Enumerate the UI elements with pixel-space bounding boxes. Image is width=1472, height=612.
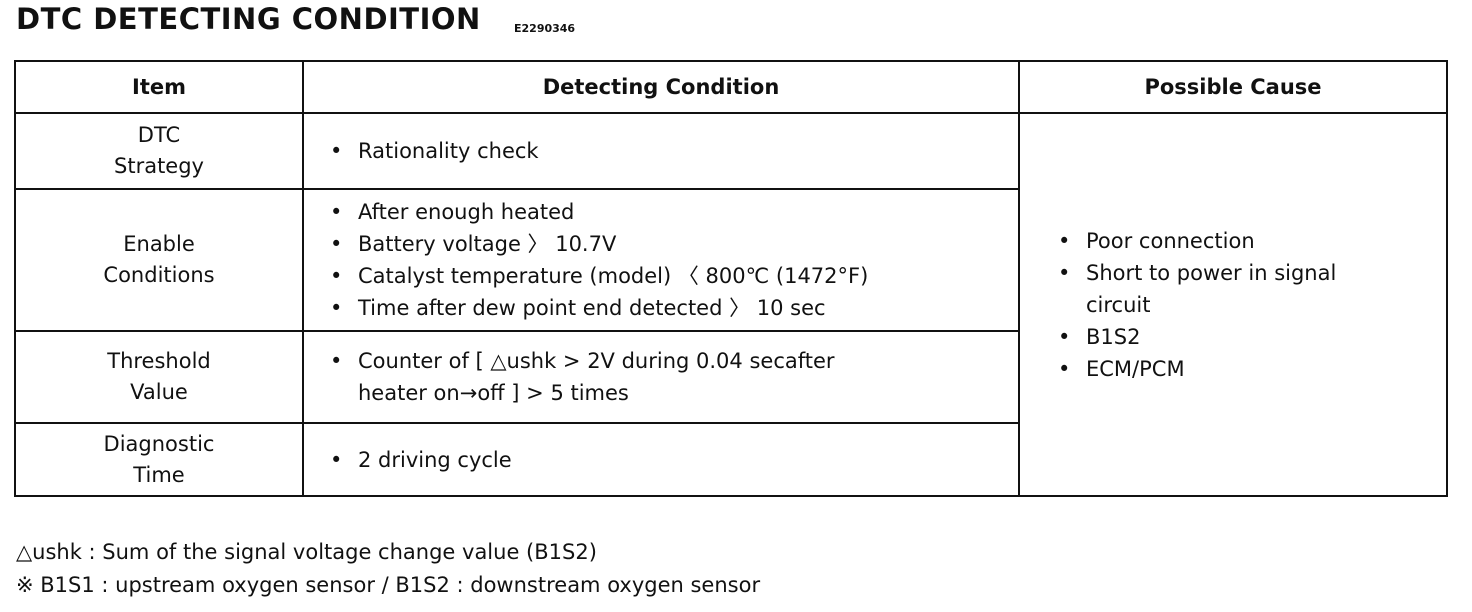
- bullet-item: • Battery voltage 〉 10.7V: [330, 228, 1018, 260]
- text-line: Rationality check: [358, 139, 539, 163]
- note: ※ B1S1 : upstream oxygen sensor / B1S2 :…: [16, 573, 761, 597]
- bullet: •: [1058, 324, 1071, 349]
- bullet: •: [330, 139, 343, 163]
- condition-cell: • 2 driving cycle: [302, 422, 1020, 497]
- item-line: DTC: [137, 123, 181, 147]
- bullet-text: After enough heated: [358, 196, 574, 228]
- bullet-text: Counter of [ △ushk > 2V during 0.04 seca…: [358, 345, 835, 409]
- text-line: Time after dew point end detected 〉 10 s…: [358, 296, 826, 320]
- item-cell: DTC Strategy: [14, 112, 304, 190]
- bullet-text: 2 driving cycle: [358, 444, 512, 476]
- column-header: Detecting Condition: [302, 60, 1020, 114]
- cause-cell: • Poor connection • Short to power in signa…: [1018, 112, 1448, 497]
- notes: △ushk : Sum of the signal voltage change…: [16, 536, 760, 602]
- bullet-item: • Catalyst temperature (model) 〈 800℃ (14…: [330, 260, 1018, 292]
- header-row: Item Detecting Condition Possible Cause: [14, 60, 1448, 114]
- bullet: •: [330, 232, 343, 256]
- bullet: •: [1058, 260, 1071, 285]
- item-line: Enable: [123, 232, 195, 256]
- condition-table: Item Detecting Condition Possible Cause DT…: [14, 60, 1448, 497]
- bullet-text: Poor connection: [1086, 225, 1255, 257]
- bullet-text: Time after dew point end detected 〉 10 s…: [358, 292, 826, 324]
- text-line: circuit: [1086, 292, 1151, 317]
- text-line: 2 driving cycle: [358, 447, 512, 472]
- bullet: •: [330, 296, 343, 320]
- bullet: •: [330, 447, 343, 472]
- column-header: Possible Cause: [1018, 60, 1448, 114]
- text-line: Counter of [ △ushk > 2V during 0.04 seca…: [358, 349, 835, 373]
- text-line: ECM/PCM: [1086, 356, 1185, 381]
- bullet-text: Battery voltage 〉 10.7V: [358, 228, 616, 260]
- item-line: Value: [130, 380, 188, 404]
- bullet-item: • B1S2: [1058, 321, 1446, 353]
- item-cell: Threshold Value: [14, 330, 304, 424]
- bullet-item: • Rationality check: [330, 135, 1018, 167]
- bullet-item: • After enough heated: [330, 196, 1018, 228]
- bullet-item: • Poor connection: [1058, 225, 1446, 257]
- bullet: •: [330, 264, 343, 288]
- condition-cell: • Rationality check: [302, 112, 1020, 190]
- bullet-item: • Short to power in signal circuit: [1058, 257, 1446, 321]
- item-line: Threshold: [107, 349, 211, 373]
- item-line: Conditions: [103, 263, 215, 287]
- condition-cell: • Counter of [ △ushk > 2V during 0.04 sec…: [302, 330, 1020, 424]
- table-row: Diagnostic Time • 2 driving cycle: [14, 422, 1447, 497]
- table-row: DTC Strategy • Rationality check • Poor conne…: [14, 112, 1448, 497]
- item-cell: Diagnostic Time: [14, 422, 304, 497]
- bullet-item: • ECM/PCM: [1058, 353, 1446, 385]
- table-row: Enable Conditions • After enough heated • Bat…: [14, 188, 1447, 332]
- bullet: •: [330, 349, 343, 373]
- bullet: •: [1058, 356, 1071, 381]
- text-line: Catalyst temperature (model) 〈 800℃ (147…: [358, 264, 869, 288]
- bullet-text: Catalyst temperature (model) 〈 800℃ (147…: [358, 260, 868, 292]
- doc-code: E2290346: [514, 22, 576, 35]
- item-line: Time: [133, 462, 185, 487]
- condition-cell: • After enough heated • Battery voltage 〉 1…: [302, 188, 1020, 332]
- bullet-item: • Counter of [ △ushk > 2V during 0.04 sec…: [330, 345, 1018, 409]
- text-line: Battery voltage 〉 10.7V: [358, 232, 617, 256]
- item-line: Diagnostic: [103, 431, 215, 456]
- text-line: Poor connection: [1086, 228, 1255, 253]
- item-line: Strategy: [114, 154, 204, 178]
- bullet-text: Rationality check: [358, 135, 539, 167]
- bullet: •: [330, 200, 343, 224]
- title: DTC DETECTING CONDITION: [16, 2, 481, 36]
- bullet-text: ECM/PCM: [1086, 353, 1185, 385]
- item-cell: Enable Conditions: [14, 188, 304, 332]
- table-row: Threshold Value • Counter of [ △ushk > 2V d…: [14, 330, 1447, 424]
- bullet: •: [1058, 228, 1071, 253]
- column-header: Item: [14, 60, 304, 114]
- bullet-text: Short to power in signal circuit: [1086, 257, 1336, 321]
- note: △ushk : Sum of the signal voltage change…: [16, 540, 597, 564]
- bullet-text: B1S2: [1086, 321, 1140, 353]
- text-line: heater on→off ] > 5 times: [358, 381, 629, 405]
- text-line: B1S2: [1086, 324, 1141, 349]
- table-body: DTC Strategy • Rationality check • Poor conne…: [14, 112, 1448, 497]
- text-line: After enough heated: [358, 200, 575, 224]
- bullet-item: • Time after dew point end detected 〉 10 …: [330, 292, 1018, 324]
- text-line: Short to power in signal: [1086, 260, 1337, 285]
- bullet-item: • 2 driving cycle: [330, 444, 1018, 476]
